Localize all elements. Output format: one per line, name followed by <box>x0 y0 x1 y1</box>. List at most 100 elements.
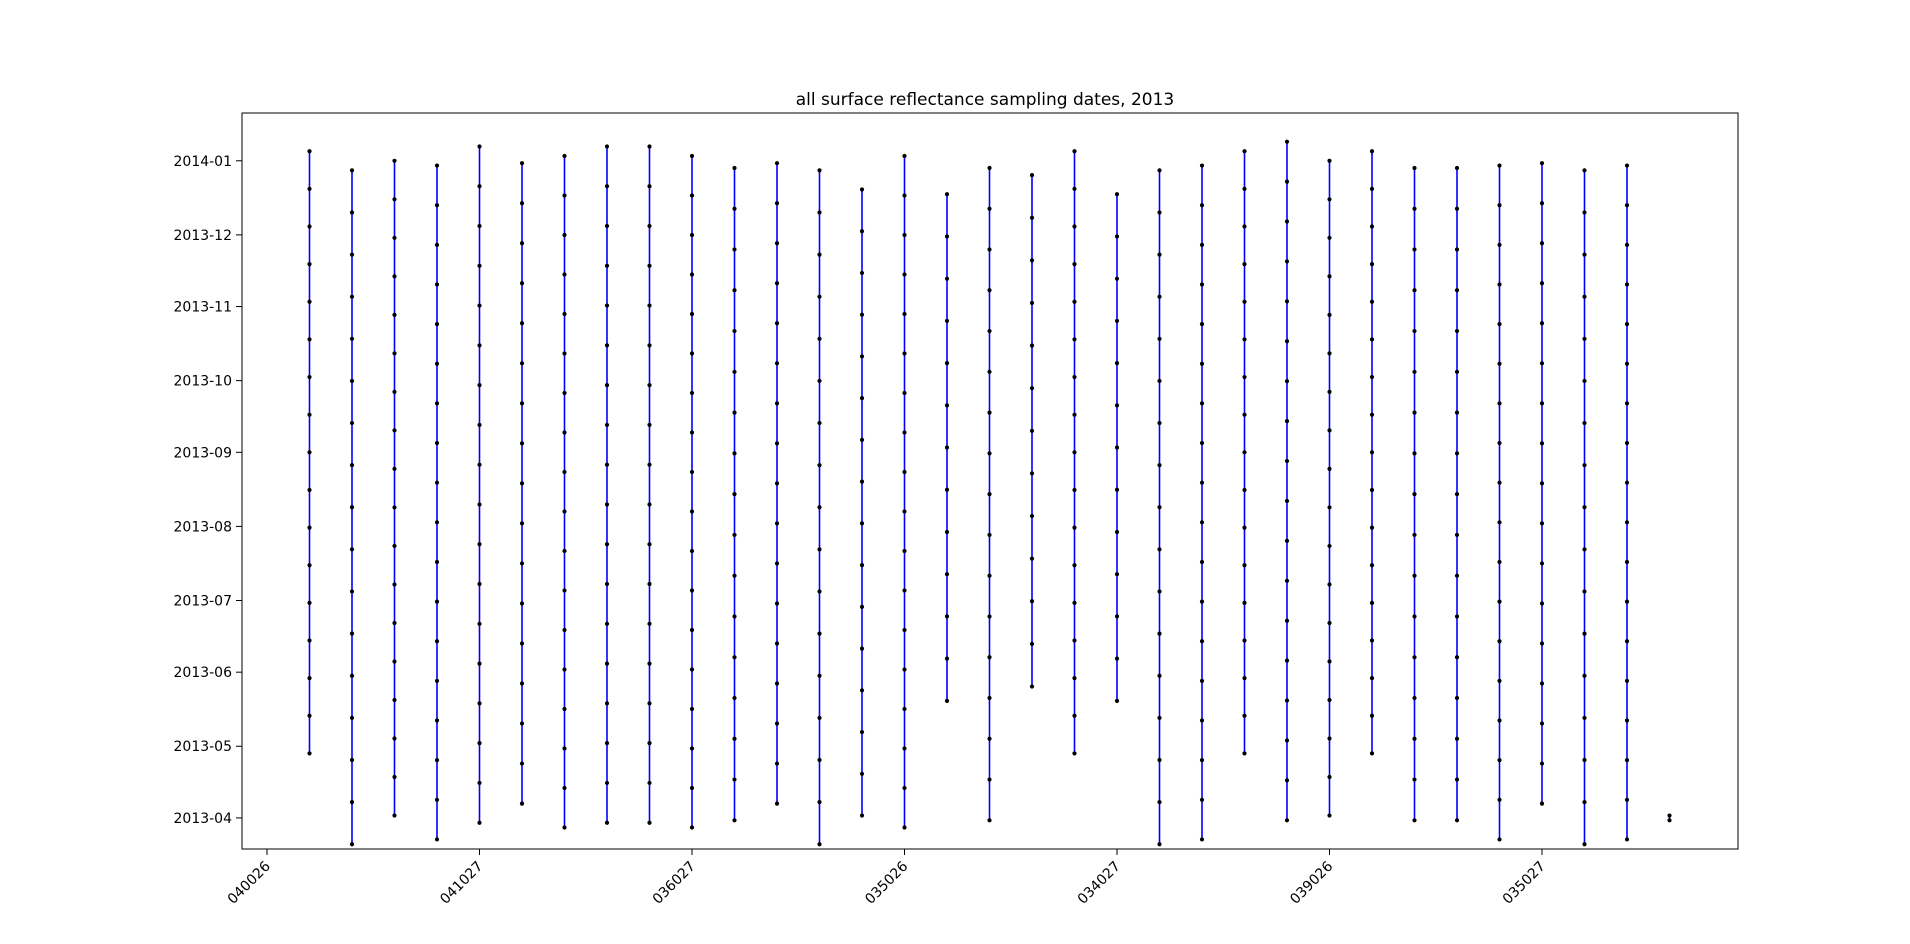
sample-point <box>689 706 695 712</box>
sample-point <box>859 688 865 693</box>
sample-point <box>1199 678 1205 683</box>
sample-point <box>1114 318 1120 323</box>
sample-point <box>1327 389 1332 394</box>
sample-point <box>902 667 907 672</box>
series-column <box>1624 163 1630 842</box>
series-column <box>902 153 907 830</box>
sample-point <box>392 158 397 163</box>
sample-point <box>689 667 695 672</box>
sample-point <box>477 343 482 348</box>
sample-point <box>1582 378 1587 384</box>
sample-point <box>477 144 482 149</box>
sample-point <box>987 818 992 823</box>
sample-point <box>1582 800 1587 805</box>
sample-point <box>1412 695 1417 701</box>
sample-point <box>689 153 695 159</box>
sample-point <box>604 422 610 428</box>
sample-point <box>349 715 355 720</box>
sample-point <box>732 451 737 456</box>
sample-point <box>1072 713 1077 718</box>
sample-point <box>1369 713 1375 718</box>
sample-point <box>477 741 482 746</box>
sample-point <box>1284 259 1290 264</box>
sample-point <box>732 492 737 497</box>
sample-point <box>1072 525 1077 530</box>
sample-point <box>1114 361 1120 366</box>
sample-point <box>732 288 737 293</box>
sample-point <box>987 206 992 211</box>
sample-point <box>1072 299 1077 304</box>
y-tick-label: 2013-08 <box>174 519 233 535</box>
sample-point <box>1029 300 1035 306</box>
sample-point <box>774 601 780 606</box>
sample-point <box>944 614 950 619</box>
sample-point <box>732 695 737 701</box>
sample-point <box>562 746 567 751</box>
sample-point <box>1199 440 1205 446</box>
sample-point <box>477 303 482 308</box>
sample-point <box>1029 173 1035 178</box>
sample-point <box>1624 361 1630 366</box>
series-column <box>477 144 482 825</box>
sample-point <box>1157 378 1162 384</box>
sample-point <box>349 589 355 594</box>
sample-point <box>562 193 567 198</box>
sample-point <box>1114 445 1120 450</box>
sample-point <box>1157 420 1162 426</box>
sample-point <box>1327 428 1332 433</box>
sample-point <box>817 547 822 552</box>
sample-point <box>1539 681 1545 686</box>
sample-point <box>307 224 312 229</box>
sample-point <box>519 161 525 166</box>
sample-point <box>944 572 950 577</box>
sample-point <box>859 479 865 484</box>
sample-point <box>817 336 822 341</box>
sample-point <box>1157 800 1162 805</box>
series-column <box>1199 163 1205 842</box>
series-column <box>1157 168 1162 847</box>
sample-point <box>732 206 737 211</box>
sample-point <box>1157 336 1162 341</box>
sample-point <box>944 698 950 703</box>
sample-point <box>689 509 695 514</box>
sample-point <box>859 187 865 192</box>
sample-point <box>307 563 312 568</box>
sample-point <box>307 638 312 643</box>
sample-point <box>392 274 397 279</box>
sample-point <box>1029 428 1035 433</box>
series-column <box>1327 158 1332 818</box>
y-tick-label: 2013-10 <box>174 374 233 390</box>
sample-point <box>1072 149 1077 154</box>
sample-point <box>1029 343 1035 348</box>
series-column <box>987 165 992 823</box>
sample-point <box>774 801 780 806</box>
sample-point <box>1199 639 1205 644</box>
sample-point <box>1284 219 1290 224</box>
sample-point <box>392 197 397 202</box>
sample-point <box>1454 614 1460 619</box>
sample-point <box>1497 678 1502 683</box>
sample-point <box>392 389 397 394</box>
sample-point <box>859 729 865 735</box>
sample-point <box>392 813 397 818</box>
sample-point <box>1624 242 1630 247</box>
sample-point <box>1029 513 1035 519</box>
sample-point <box>477 661 482 666</box>
sample-point <box>1157 252 1162 257</box>
sample-point <box>1412 573 1417 578</box>
sample-point <box>1242 600 1247 605</box>
sample-point <box>1029 215 1035 220</box>
sample-point <box>689 825 695 830</box>
sample-point <box>1624 282 1630 287</box>
sample-point <box>307 450 312 455</box>
sample-point <box>1199 758 1205 763</box>
sample-point <box>349 673 355 678</box>
sample-point <box>519 521 525 526</box>
sample-point <box>1157 463 1162 468</box>
sample-point <box>987 736 992 741</box>
sample-point <box>1242 299 1247 304</box>
sample-point <box>1412 451 1417 456</box>
sample-point <box>1327 351 1332 356</box>
